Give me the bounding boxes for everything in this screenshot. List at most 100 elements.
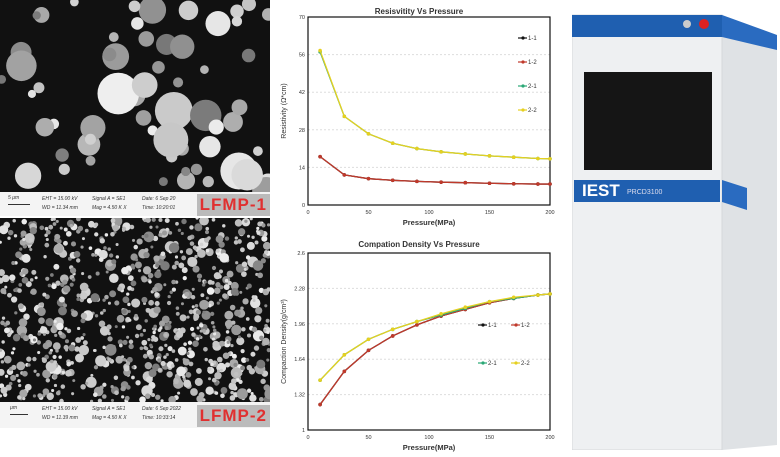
particle <box>157 368 162 373</box>
particle <box>128 318 132 322</box>
particle <box>75 353 84 363</box>
particle <box>121 266 129 275</box>
time: Time: 10:20:01 <box>142 205 176 211</box>
particle <box>204 237 210 243</box>
x-tick-label: 50 <box>365 210 371 216</box>
particle <box>238 379 243 384</box>
data-point-1-2 <box>366 176 371 181</box>
particle <box>81 272 85 276</box>
particle <box>262 337 270 346</box>
data-point-1-2 <box>342 369 347 374</box>
particle <box>5 320 11 326</box>
x-tick-label: 100 <box>424 435 433 441</box>
particle <box>90 293 100 303</box>
y-tick-label: 2.6 <box>297 251 305 257</box>
particle <box>23 313 30 320</box>
particle <box>264 388 270 400</box>
mag: Mag = 4.50 K X <box>92 415 127 421</box>
particle <box>196 395 204 402</box>
legend-marker <box>481 323 485 327</box>
particle <box>222 352 230 359</box>
particle <box>102 308 106 313</box>
particle <box>75 337 82 343</box>
particle <box>199 218 209 226</box>
particle <box>259 335 264 341</box>
particle <box>14 311 18 315</box>
model-label: PRCD3100 <box>627 189 663 196</box>
particle <box>184 291 190 297</box>
data-point-2-2 <box>415 146 419 151</box>
particle <box>19 247 23 251</box>
particle <box>166 300 172 306</box>
particle <box>211 337 216 341</box>
sem-info-bar-2: µm EHT = 15.00 kV WD = 11.39 mm Signal A… <box>0 402 270 428</box>
particle <box>44 233 48 238</box>
particle <box>61 370 66 375</box>
particle <box>234 309 241 317</box>
particle <box>81 237 85 241</box>
particle <box>64 339 69 344</box>
particle <box>152 336 159 342</box>
particle <box>175 311 180 316</box>
particle <box>98 249 108 260</box>
particle <box>17 379 21 383</box>
data-point-1-2 <box>548 182 552 186</box>
particle <box>42 369 52 379</box>
scale-label: µm <box>10 405 18 411</box>
particle <box>106 259 114 267</box>
particle <box>237 239 242 244</box>
particle <box>0 368 5 376</box>
particle <box>42 332 46 336</box>
particle <box>257 221 263 227</box>
particle <box>154 91 193 130</box>
data-point-1-2 <box>318 402 322 407</box>
particle <box>141 385 153 397</box>
particle <box>176 366 186 377</box>
particle <box>79 292 88 300</box>
particle <box>182 375 186 379</box>
particle <box>12 333 21 342</box>
particle <box>246 388 252 393</box>
particle <box>29 248 33 252</box>
particle <box>215 235 224 243</box>
particle <box>113 375 119 380</box>
particle <box>183 379 192 388</box>
particle <box>33 369 37 373</box>
particle <box>234 371 239 377</box>
particle <box>230 390 234 395</box>
scale-bar <box>8 204 30 205</box>
particle <box>214 371 222 380</box>
particle <box>53 383 58 388</box>
legend-marker <box>521 36 525 40</box>
particle <box>116 314 125 323</box>
particle <box>59 226 63 230</box>
particle <box>0 240 2 244</box>
particle <box>137 269 142 273</box>
particle <box>205 230 209 235</box>
particle <box>82 340 88 346</box>
particle <box>102 345 106 350</box>
particle <box>4 327 10 334</box>
data-point-1-2 <box>366 348 371 353</box>
particle <box>18 383 22 388</box>
particle <box>17 288 22 293</box>
particle <box>158 232 163 237</box>
particle <box>21 253 31 263</box>
particle <box>231 320 236 325</box>
particle <box>39 326 48 334</box>
particle <box>135 110 152 126</box>
particle <box>76 218 81 222</box>
series-line-2-2 <box>319 293 551 381</box>
particle <box>213 332 217 336</box>
particle <box>55 349 59 353</box>
y-tick-label: 1.32 <box>294 393 305 399</box>
particle <box>104 294 109 300</box>
data-point-2-2 <box>511 295 516 300</box>
particle <box>173 77 184 88</box>
particle <box>0 75 7 84</box>
particle <box>97 398 102 402</box>
particle <box>164 343 168 347</box>
particle <box>150 392 156 398</box>
particle <box>22 237 26 241</box>
particle <box>27 363 31 367</box>
